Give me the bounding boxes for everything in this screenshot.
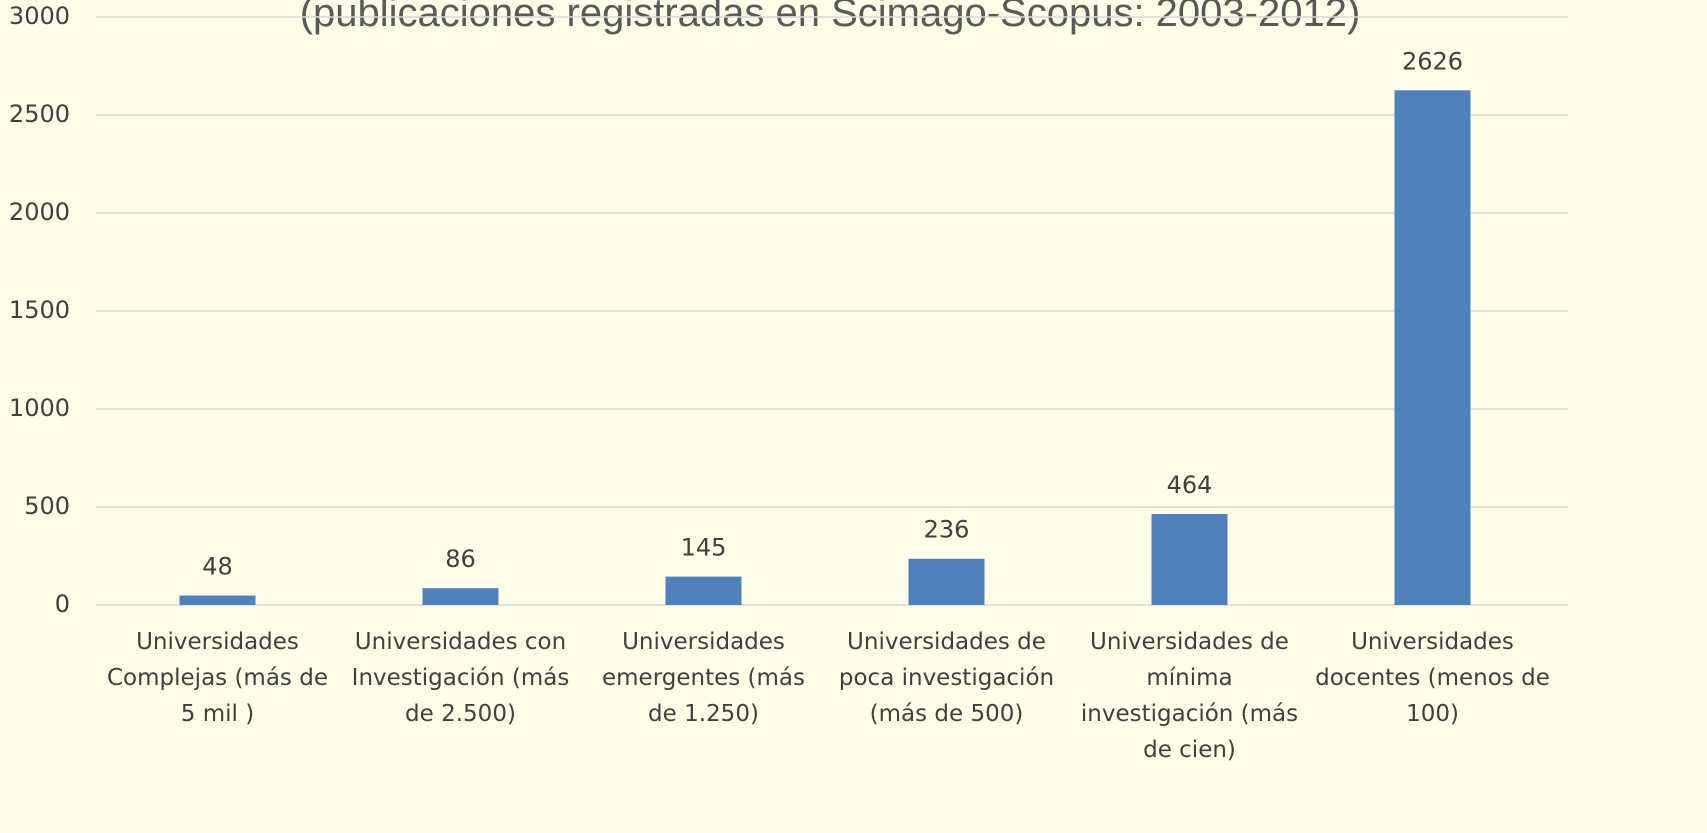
value-label: 86: [445, 545, 476, 573]
y-tick-label: 2500: [9, 100, 70, 128]
y-tick-label: 0: [55, 590, 70, 618]
value-label: 48: [202, 553, 233, 581]
bar: [665, 576, 742, 605]
bar: [1151, 514, 1228, 605]
value-label: 464: [1167, 471, 1213, 499]
bar: [422, 588, 499, 605]
bar: [179, 595, 256, 605]
x-tick-label: Universidades docentes (menos de 100): [1315, 629, 1550, 727]
bar: [908, 558, 985, 605]
bar: [1394, 90, 1471, 605]
y-tick-label: 3000: [9, 2, 70, 30]
value-label: 2626: [1402, 47, 1463, 75]
x-tick-label: Universidades con Investigación (más de …: [351, 629, 570, 727]
x-tick-label: Universidades de poca investigación (más…: [838, 629, 1055, 727]
y-tick-label: 1000: [9, 394, 70, 422]
value-label: 236: [924, 516, 970, 544]
x-tick-label: Universidades de mínima investigación (m…: [1080, 629, 1299, 763]
y-tick-label: 1500: [9, 296, 70, 324]
y-tick-label: 2000: [9, 198, 70, 226]
value-label: 145: [681, 534, 727, 562]
y-tick-label: 500: [24, 492, 70, 520]
x-tick-label: Universidades Complejas (más de 5 mil ): [107, 629, 328, 727]
x-tick-label: Universidades emergentes (más de 1.250): [601, 629, 805, 727]
